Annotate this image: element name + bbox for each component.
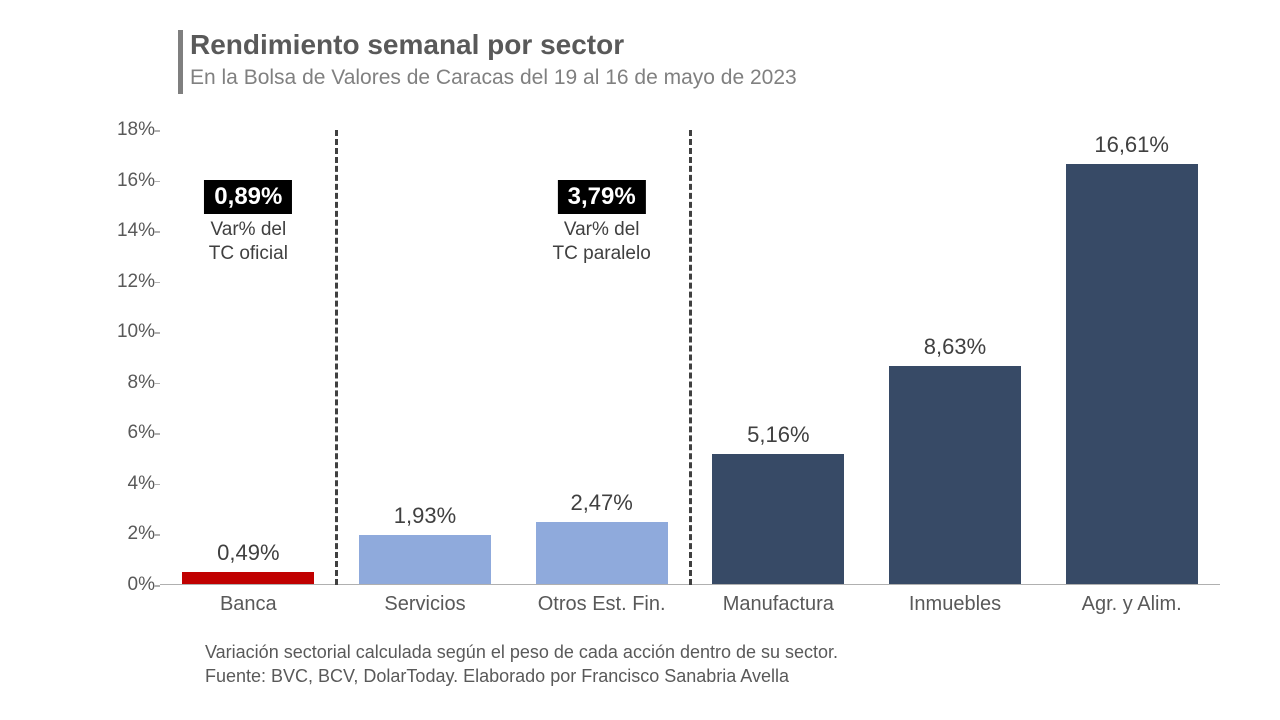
y-tick-label: 18% [100, 119, 155, 141]
x-category-label: Servicios [384, 593, 465, 616]
x-category-label: Otros Est. Fin. [538, 593, 666, 616]
y-tick-label: 4% [100, 473, 155, 495]
callout-caption: Var% delTC paralelo [553, 218, 651, 266]
y-tick-mark [154, 231, 160, 233]
bar [1066, 164, 1198, 584]
y-tick-label: 14% [100, 220, 155, 242]
x-category-label: Inmuebles [909, 593, 1001, 616]
bar-value-label: 0,49% [158, 540, 338, 566]
y-tick-label: 0% [100, 574, 155, 596]
y-tick-mark [154, 181, 160, 183]
x-category-label: Agr. y Alim. [1082, 593, 1182, 616]
reference-callout: 0,89% Var% delTC oficial [204, 180, 292, 266]
callout-caption: Var% delTC oficial [204, 218, 292, 266]
y-tick-mark [154, 484, 160, 486]
reference-callout: 3,79% Var% delTC paralelo [553, 180, 651, 266]
y-tick-label: 2% [100, 523, 155, 545]
y-tick-label: 12% [100, 271, 155, 293]
y-tick-mark [154, 433, 160, 435]
chart-subtitle: En la Bolsa de Valores de Caracas del 19… [190, 64, 797, 91]
y-tick-mark [154, 332, 160, 334]
bar [536, 522, 668, 584]
bar-value-label: 8,63% [865, 334, 1045, 360]
y-tick-mark [154, 383, 160, 385]
y-tick-mark [154, 282, 160, 284]
header-accent-bar [178, 30, 183, 94]
chart-title: Rendimiento semanal por sector [190, 28, 797, 62]
bar-value-label: 16,61% [1042, 132, 1222, 158]
y-tick-label: 8% [100, 372, 155, 394]
callout-value: 3,79% [558, 180, 646, 214]
footnote-line: Variación sectorial calculada según el p… [205, 640, 838, 664]
bar [712, 454, 844, 584]
x-category-label: Manufactura [723, 593, 834, 616]
footnote-line: Fuente: BVC, BCV, DolarToday. Elaborado … [205, 664, 838, 688]
bar-value-label: 5,16% [688, 422, 868, 448]
y-tick-label: 16% [100, 170, 155, 192]
y-tick-mark [154, 130, 160, 132]
chart-area: 0%2%4%6%8%10%12%14%16%18%0,49%Banca1,93%… [160, 130, 1220, 610]
callout-value: 0,89% [204, 180, 292, 214]
bar [889, 366, 1021, 584]
y-tick-label: 6% [100, 422, 155, 444]
bar-value-label: 1,93% [335, 503, 515, 529]
group-divider [335, 130, 338, 585]
y-tick-mark [154, 534, 160, 536]
x-category-label: Banca [220, 593, 277, 616]
y-tick-label: 10% [100, 321, 155, 343]
bar-value-label: 2,47% [512, 490, 692, 516]
chart-header: Rendimiento semanal por sector En la Bol… [190, 28, 797, 91]
plot-region: 0%2%4%6%8%10%12%14%16%18%0,49%Banca1,93%… [160, 130, 1220, 585]
group-divider [689, 130, 692, 585]
bar [182, 572, 314, 584]
bar [359, 535, 491, 584]
chart-footnote: Variación sectorial calculada según el p… [205, 640, 838, 689]
y-tick-mark [154, 585, 160, 587]
